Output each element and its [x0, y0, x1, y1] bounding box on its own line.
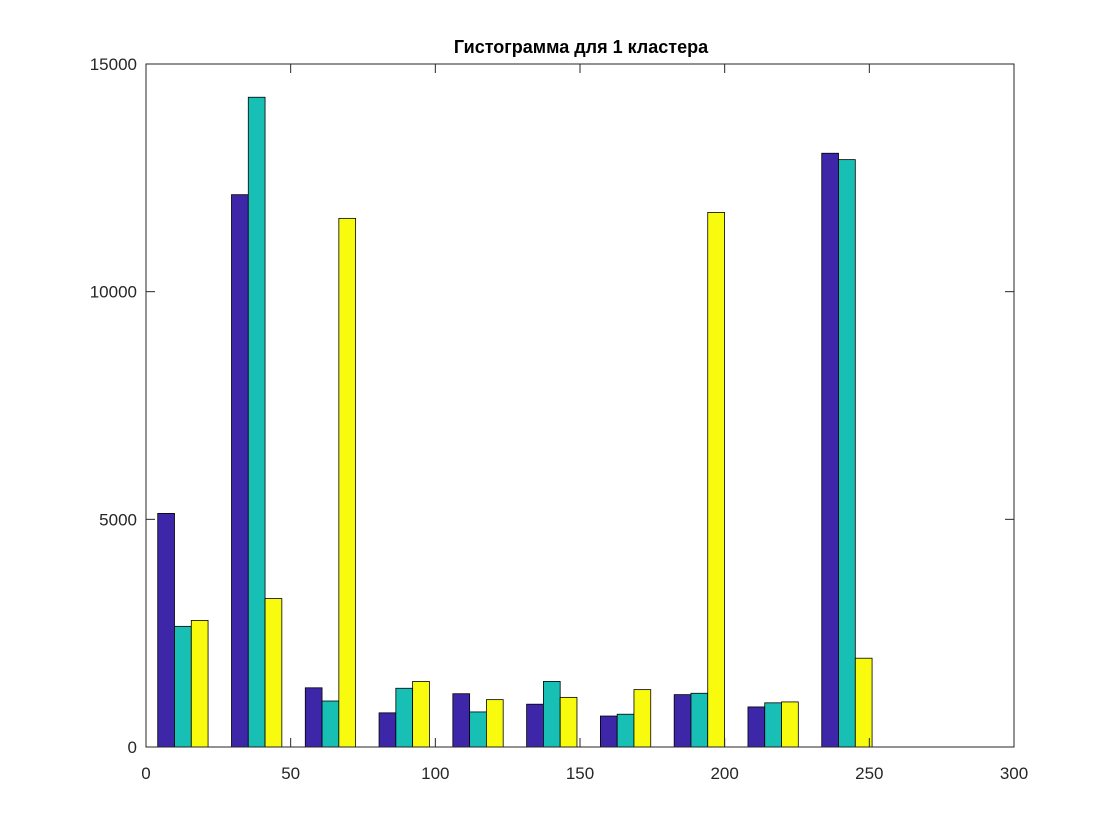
- chart-title: Гистограмма для 1 кластера: [454, 37, 709, 57]
- x-tick-label-4: 150: [566, 764, 594, 783]
- y-tick-label-2: 5000: [99, 510, 137, 529]
- bar-s1-8: [673, 694, 692, 748]
- bar-s3-1: [190, 620, 209, 748]
- bar-s3-7: [633, 689, 652, 748]
- bar-s3-4: [412, 681, 430, 748]
- bar-s2-10: [838, 159, 856, 748]
- bar-s2-3: [321, 700, 340, 748]
- y-tick-label-3: 10000: [90, 283, 137, 302]
- bar-s1-6: [526, 703, 544, 748]
- bar-s3-10: [854, 657, 873, 748]
- bar-s3-2: [264, 598, 283, 748]
- bar-s2-4: [395, 687, 414, 748]
- bar-s1-5: [452, 693, 471, 748]
- x-tick-label-7: 300: [1000, 764, 1028, 783]
- bar-s3-5: [486, 699, 504, 748]
- bar-s2-1: [174, 625, 192, 748]
- bar-s3-8: [707, 212, 725, 748]
- x-tick-label-2: 50: [281, 764, 300, 783]
- bar-s2-5: [469, 711, 487, 748]
- bar-s1-9: [747, 706, 766, 748]
- bar-s2-6: [542, 681, 561, 748]
- bar-s1-1: [157, 513, 175, 748]
- bar-s2-9: [764, 702, 782, 748]
- bar-s2-8: [690, 692, 709, 748]
- y-tick-label-1: 0: [128, 738, 137, 757]
- x-tick-label-5: 200: [710, 764, 738, 783]
- bar-s1-3: [304, 687, 323, 748]
- bar-s2-2: [247, 96, 266, 748]
- bar-s3-9: [781, 701, 799, 748]
- bar-s2-7: [616, 713, 635, 748]
- bar-s1-2: [231, 194, 249, 748]
- x-tick-label-6: 250: [855, 764, 883, 783]
- bar-s1-10: [821, 152, 839, 748]
- x-tick-label-3: 100: [421, 764, 449, 783]
- bar-s3-6: [559, 696, 578, 748]
- bar-s3-3: [338, 217, 357, 748]
- bar-s1-7: [599, 715, 618, 748]
- x-tick-label-1: 0: [141, 764, 150, 783]
- ticks-layer: 0 50 100 150 200 250 300 0 5000 10000 15000: [90, 55, 1028, 783]
- bar-s1-4: [378, 712, 397, 748]
- y-tick-label-4: 15000: [90, 55, 137, 74]
